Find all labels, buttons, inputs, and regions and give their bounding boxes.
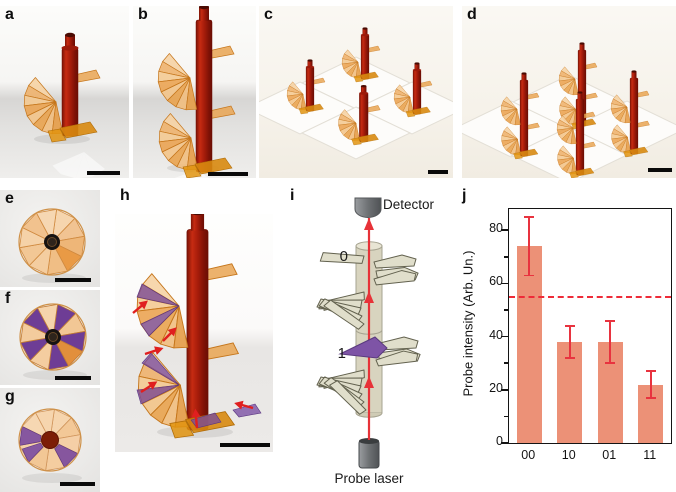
bar-00 — [516, 246, 542, 443]
error-bar-10 — [568, 326, 571, 358]
laser-beam — [367, 218, 371, 440]
panel-h: h — [113, 188, 275, 492]
panel-j: j Probe intensity (Arb. Un.) 0 20 40 60 80 00… — [455, 188, 676, 492]
y-minor-tick — [504, 309, 508, 311]
y-minor-tick — [504, 415, 508, 418]
panel-label-h: h — [120, 187, 130, 204]
y-tick — [501, 442, 508, 444]
reference-line — [509, 295, 671, 298]
error-bar-11 — [649, 371, 652, 398]
detector-label: Detector — [383, 197, 435, 212]
spiral-staircase-single — [0, 6, 105, 178]
y-tick-label: 20 — [489, 380, 503, 395]
panel-label-g: g — [5, 388, 15, 405]
error-cap-top — [645, 370, 656, 373]
panel-label-i: i — [290, 187, 295, 204]
y-tick-label: 60 — [489, 274, 503, 289]
x-tick-label: 10 — [561, 448, 576, 462]
x-tick-label: 11 — [643, 448, 657, 462]
panel-label-e: e — [5, 190, 14, 207]
probe-laser-icon — [358, 438, 380, 469]
y-tick — [501, 229, 508, 232]
scale-bar — [60, 482, 95, 486]
panel-i-schematic: i — [280, 188, 455, 492]
spiral-array-single — [259, 6, 453, 160]
error-cap-top — [564, 325, 575, 327]
y-tick-label: 80 — [489, 221, 503, 236]
scale-bar — [55, 278, 91, 282]
y-tick — [501, 389, 508, 391]
x-tick-label: 01 — [602, 448, 617, 462]
y-axis-title: Probe intensity (Arb. Un.) — [460, 250, 476, 397]
panel-label-d: d — [467, 6, 477, 23]
fan-top-view-undoped — [18, 208, 86, 283]
panel-b-photo: b — [133, 6, 256, 178]
error-bar-01 — [609, 320, 612, 364]
error-cap-top — [605, 319, 616, 322]
spiral-staircase-doped — [130, 214, 262, 452]
panel-d-photo: d — [462, 6, 676, 178]
scale-bar — [55, 376, 91, 380]
doped-steps — [136, 283, 262, 429]
y-tick — [501, 282, 508, 285]
fan-top-view-alternating-doped — [19, 303, 87, 380]
probe-laser-label: Probe laser — [334, 471, 404, 486]
y-tick-label: 40 — [489, 327, 503, 342]
error-cap-bottom — [605, 362, 616, 365]
panel-e-photo: e — [0, 190, 100, 287]
beam-arrow-icons — [364, 218, 374, 388]
fan-top-view-partial-doped — [18, 408, 82, 483]
panel-c-photo: c — [259, 6, 453, 178]
panel-label-f: f — [5, 290, 11, 307]
panel-g-photo: g — [0, 388, 100, 492]
spiral-staircase-double — [133, 6, 256, 178]
panel-a-photo: a — [0, 6, 129, 178]
panel-label-j: j — [462, 187, 467, 204]
error-cap-top — [524, 216, 535, 218]
probe-schematic: Detector 0 1 Probe laser — [316, 197, 435, 486]
scale-bar — [208, 172, 248, 176]
detector-icon — [354, 197, 382, 218]
error-cap-bottom — [564, 357, 575, 359]
scale-bar — [648, 168, 672, 172]
bit0-label: 0 — [340, 248, 348, 265]
scale-bar — [428, 170, 448, 174]
error-cap-bottom — [524, 274, 535, 277]
panel-label-c: c — [264, 6, 273, 23]
scale-bar — [220, 443, 270, 447]
error-cap-bottom — [645, 396, 656, 399]
spiral-array-double — [462, 6, 676, 178]
x-tick-label: 00 — [521, 448, 536, 462]
error-bar-00 — [528, 216, 531, 276]
bar-chart-plot-area — [501, 208, 672, 444]
panel-f-photo: f — [0, 290, 100, 385]
bit1-label: 1 — [338, 345, 346, 362]
y-minor-tick — [504, 256, 508, 258]
panel-label-b: b — [138, 6, 148, 23]
scale-bar — [87, 171, 120, 175]
y-tick-label: 0 — [496, 434, 503, 448]
panel-label-a: a — [5, 6, 14, 23]
y-minor-tick — [504, 362, 508, 365]
y-tick — [501, 335, 508, 338]
panel-h-photo — [115, 214, 273, 452]
doped-step-bit1 — [338, 336, 388, 359]
